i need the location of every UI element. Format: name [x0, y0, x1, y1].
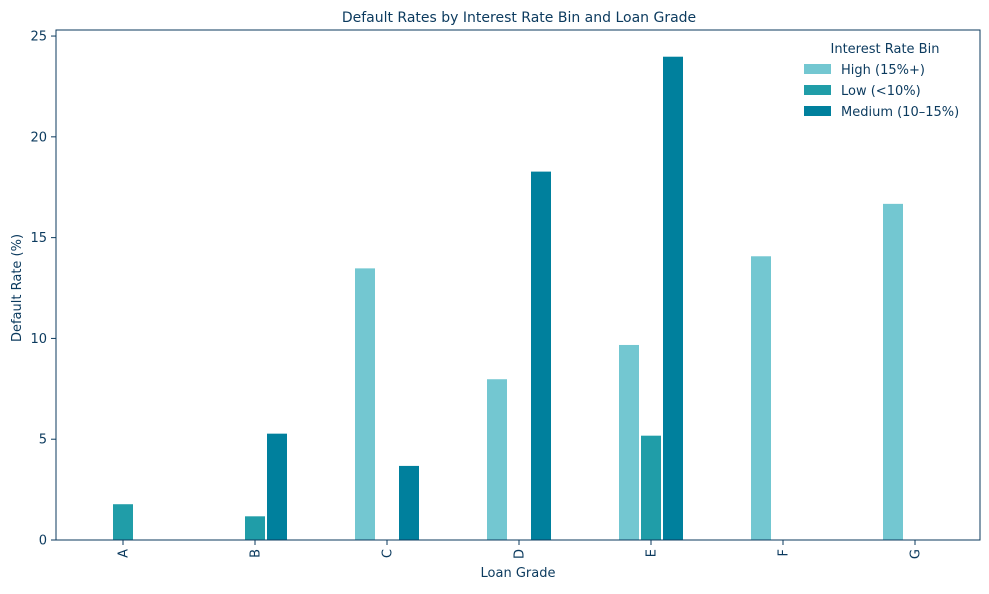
legend-items: High (15%+) Low (<10%) Medium (10–15%)	[804, 63, 959, 120]
legend-swatch-1	[804, 85, 831, 95]
y-tick-label: 25	[30, 30, 47, 45]
bar-F-series-0	[750, 255, 772, 541]
y-tick-label: 15	[30, 231, 47, 246]
legend: Interest Rate Bin High (15%+) Low (<10%) M…	[804, 42, 959, 120]
x-tick-label-B: B	[249, 549, 264, 558]
y-tick-label: 20	[30, 130, 47, 145]
x-tick-label-A: A	[117, 549, 132, 558]
plot-frame	[55, 29, 981, 541]
x-tick-label-G: G	[909, 549, 924, 559]
x-tick-label-F: F	[777, 549, 792, 556]
bar-B-series-2	[266, 432, 288, 541]
legend-label-0: High (15%+)	[841, 63, 925, 78]
y-axis-label: Default Rate (%)	[10, 234, 25, 342]
bar-B-series-1	[244, 515, 266, 541]
legend-swatch-2	[804, 106, 831, 116]
x-tick-label-D: D	[513, 549, 528, 559]
legend-title: Interest Rate Bin	[831, 42, 940, 57]
x-tick-label-E: E	[645, 549, 660, 557]
legend-label-1: Low (<10%)	[841, 84, 921, 99]
axes-layer	[55, 29, 981, 541]
ticks-layer: 0 5 10 15 20 25 A B C D E F G	[30, 30, 923, 560]
legend-swatch-0	[804, 64, 831, 74]
bar-D-series-2	[530, 170, 552, 541]
x-tick-label-C: C	[381, 549, 396, 558]
x-axis-label: Loan Grade	[481, 566, 556, 581]
bar-G-series-0	[882, 202, 904, 541]
bar-E-series-2	[662, 55, 684, 541]
bar-D-series-0	[486, 378, 508, 541]
legend-label-2: Medium (10–15%)	[841, 105, 959, 120]
bar-E-series-1	[640, 434, 662, 541]
bar-C-series-2	[398, 464, 420, 541]
y-tick-label: 0	[39, 534, 47, 549]
y-tick-label: 5	[39, 433, 47, 448]
bar-E-series-0	[618, 343, 640, 541]
bars-layer	[112, 55, 904, 541]
bar-C-series-0	[354, 267, 376, 541]
bar-A-series-1	[112, 503, 134, 541]
chart-title: Default Rates by Interest Rate Bin and L…	[342, 10, 696, 26]
y-tick-label: 10	[30, 332, 47, 347]
